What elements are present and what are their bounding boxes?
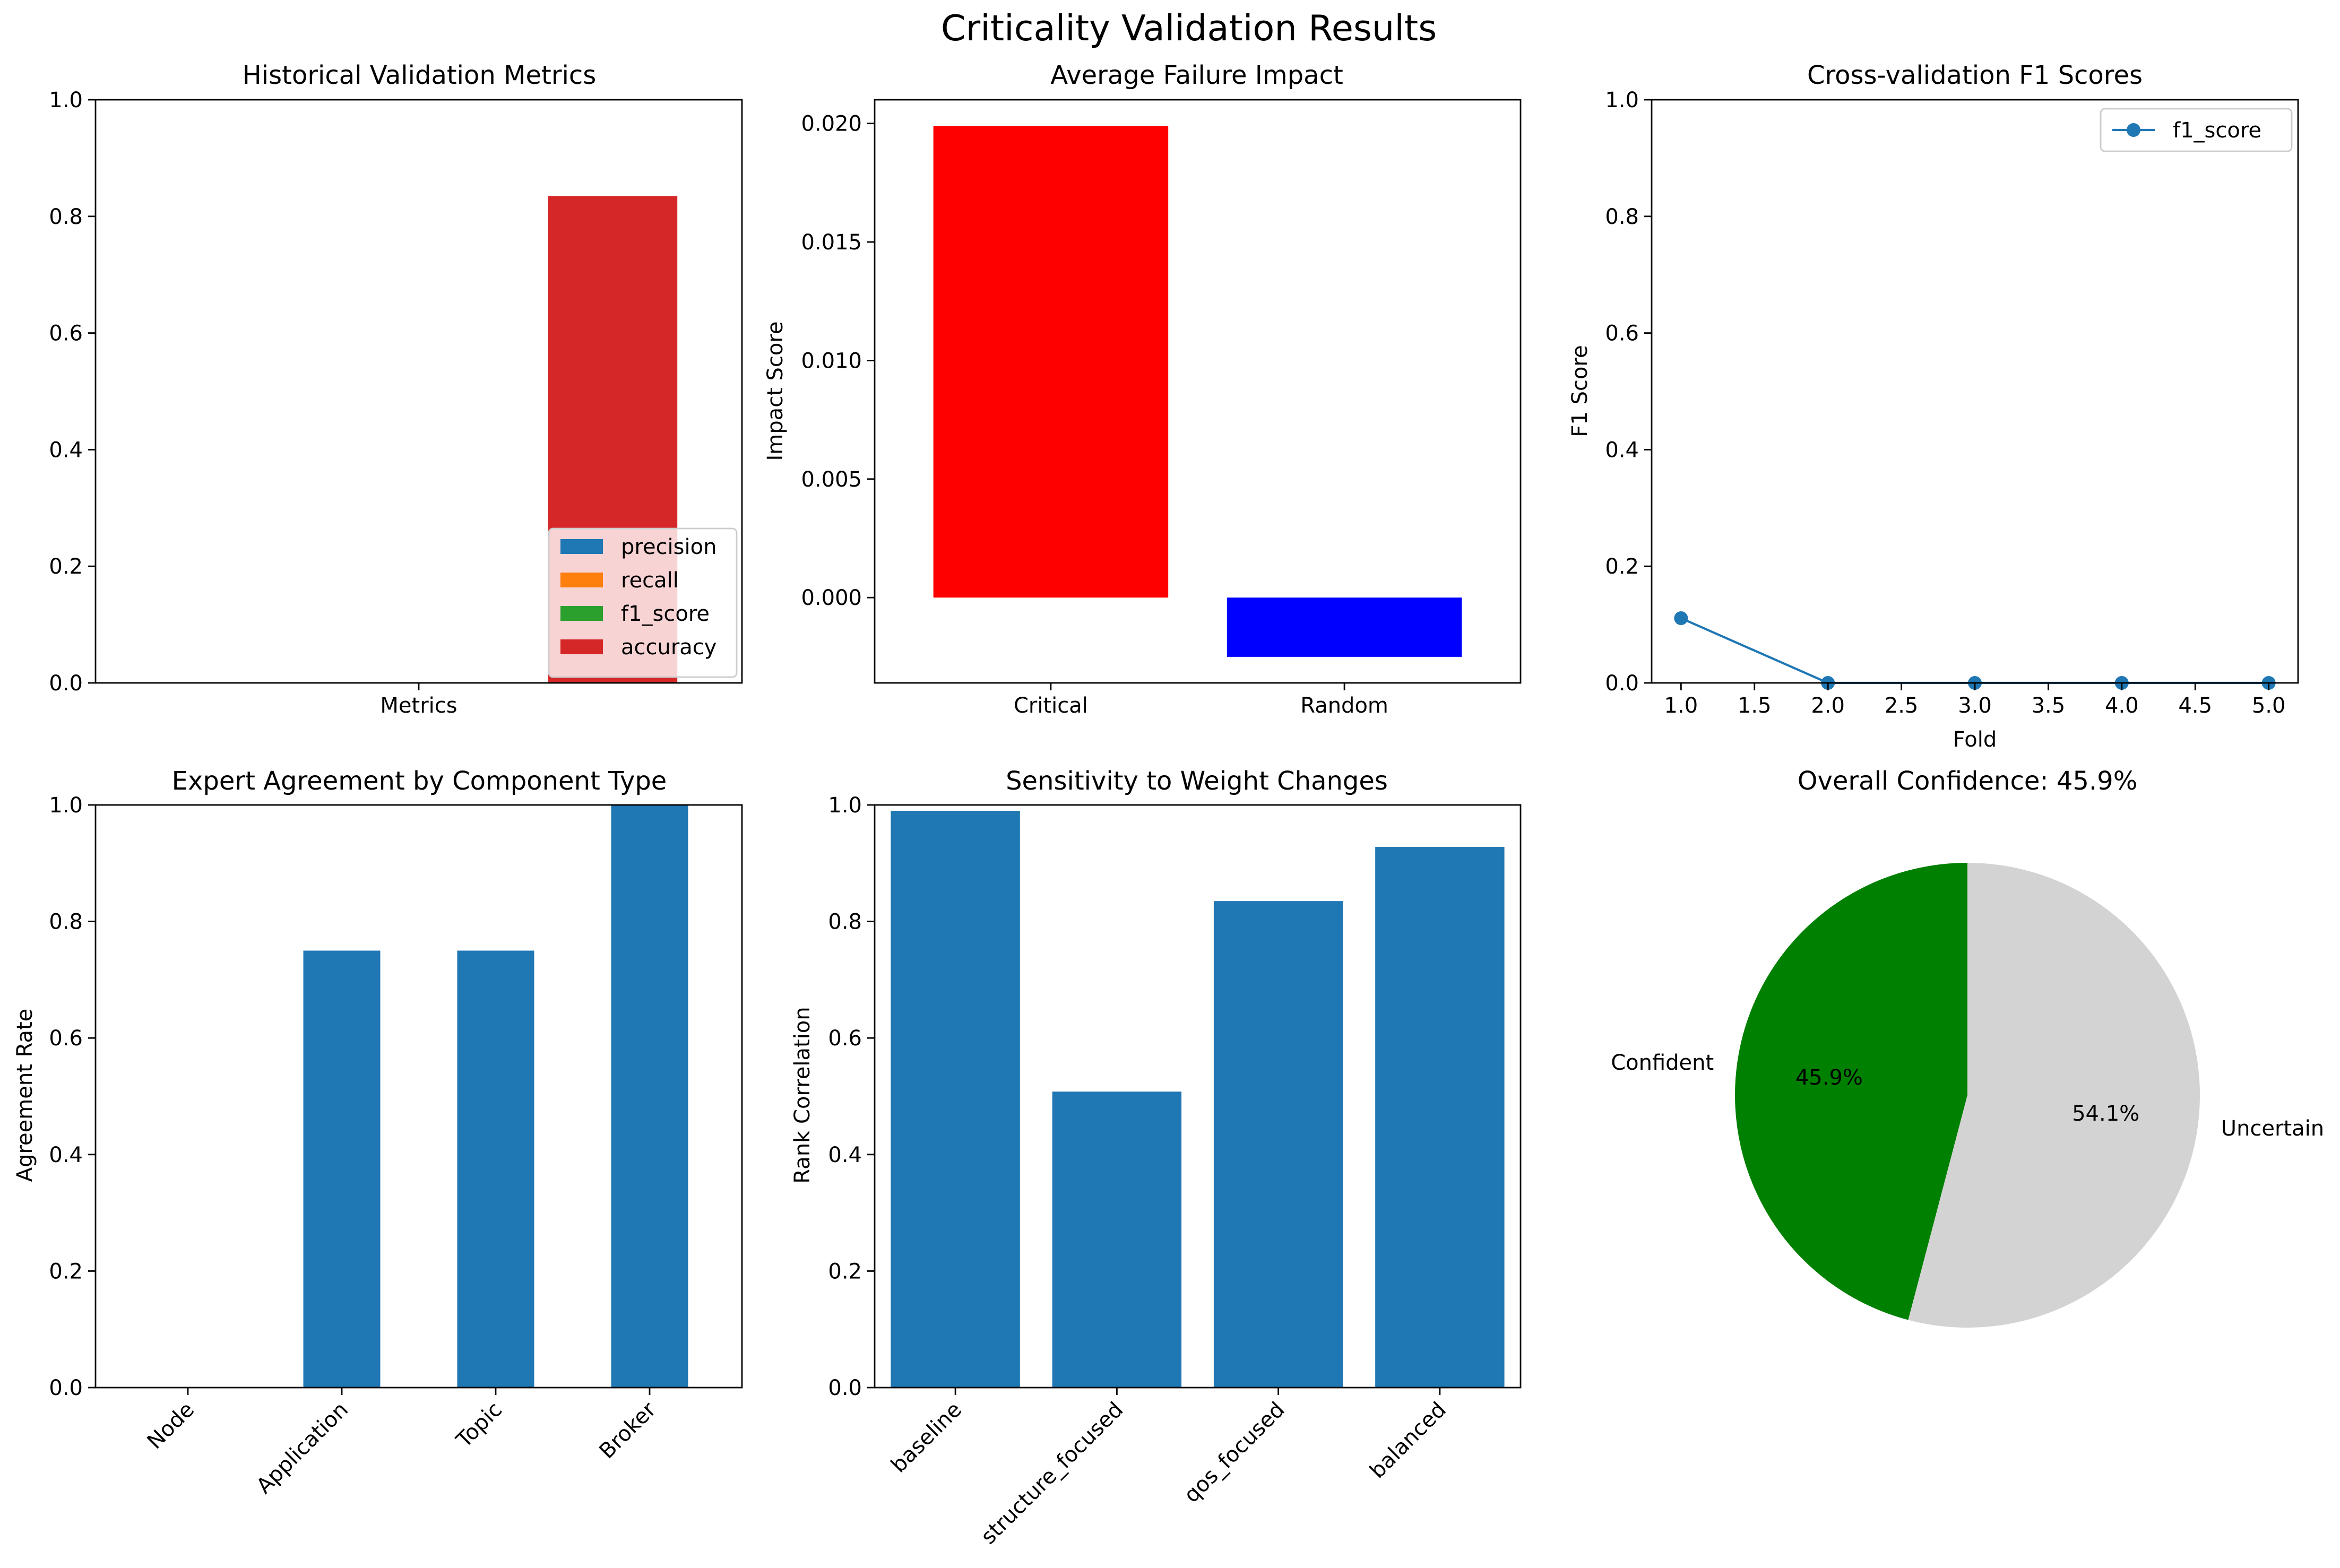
bar-random (1227, 597, 1462, 657)
x-tick-label: 1.0 (1664, 694, 1698, 718)
y-tick-label: 0.4 (828, 1143, 862, 1167)
y-tick-label: 1.0 (49, 88, 83, 112)
pie-slice-uncertain (1908, 863, 2200, 1328)
legend-label: precision (621, 535, 716, 559)
chart-title: Average Failure Impact (1050, 60, 1343, 90)
y-tick-label: 0.2 (49, 555, 83, 579)
y-tick-label: 0.2 (49, 1259, 83, 1284)
legend: f1_score (2100, 108, 2293, 152)
y-tick-label: 0.0 (49, 1376, 83, 1400)
overall-confidence-pie-chart: Overall Confidence: 45.9% Confident 45.9%… (1611, 766, 2324, 1328)
y-tick-label: 1.0 (828, 793, 862, 818)
legend-label: f1_score (621, 602, 710, 626)
historical-validation-metrics-chart: Historical Validation Metrics 0.0 0.2 0.4 0… (49, 60, 743, 718)
bar-baseline (891, 810, 1020, 1388)
chart-title: Cross-validation F1 Scores (1807, 60, 2143, 90)
legend-label: accuracy (621, 635, 716, 660)
y-tick-label: 0.4 (1605, 438, 1639, 462)
y-tick-label: 0.015 (801, 230, 862, 255)
x-tick-label: 5.0 (2252, 694, 2286, 718)
pie-label: Uncertain (2221, 1116, 2324, 1141)
x-tick-label: Critical (1014, 694, 1088, 718)
pie-label: Confident (1611, 1051, 1714, 1075)
y-tick-label: 0.0 (1605, 671, 1639, 696)
data-point (1674, 611, 1688, 626)
legend-marker (2127, 123, 2140, 137)
y-axis-label: Agreement Rate (13, 1009, 37, 1182)
y-tick-label: 0.6 (1605, 322, 1639, 346)
bar-balanced (1375, 847, 1505, 1388)
plot-frame (94, 99, 743, 684)
y-tick-label: 0.6 (49, 322, 83, 346)
y-tick-label: 1.0 (49, 793, 83, 818)
y-tick-label: 0.0 (49, 671, 83, 696)
y-tick-label: 0.4 (49, 438, 83, 462)
chart-title: Historical Validation Metrics (243, 60, 597, 90)
y-tick-label: 1.0 (1605, 88, 1639, 112)
x-axis-label: Fold (1953, 727, 1997, 752)
y-tick-label: 0.010 (801, 349, 862, 373)
y-axis-label: Rank Correlation (790, 1007, 815, 1183)
chart-title: Overall Confidence: 45.9% (1798, 766, 2138, 796)
y-tick-label: 0.000 (801, 586, 862, 610)
legend-swatch-accuracy (560, 639, 603, 654)
pie-percent-label: 45.9% (1795, 1065, 1863, 1090)
legend-box (2100, 108, 2293, 152)
x-tick-label: 4.0 (2105, 694, 2139, 718)
x-tick-label: Metrics (380, 694, 457, 718)
y-tick-label: 0.2 (828, 1259, 862, 1284)
x-tick-label: 4.5 (2178, 694, 2212, 718)
y-tick-label: 0.6 (828, 1026, 862, 1051)
chart-title: Expert Agreement by Component Type (172, 766, 667, 796)
x-tick-label: Random (1300, 694, 1388, 718)
legend-swatch-precision (560, 539, 603, 554)
legend-swatch-f1_score (560, 606, 603, 621)
y-tick-label: 0.8 (828, 910, 862, 934)
legend: precision recall f1_score accuracy (548, 527, 738, 678)
y-axis-label: F1 Score (1568, 345, 1592, 437)
y-tick-label: 0.6 (49, 1026, 83, 1051)
bar-structure_focused (1052, 1091, 1182, 1388)
cross-validation-f1-chart: Cross-validation F1 Scores F1 Score Fold… (1568, 60, 2299, 752)
plot-frame (874, 804, 1522, 1389)
x-tick-label: 3.5 (2032, 694, 2066, 718)
pie-slice-confident (1735, 863, 1967, 1320)
plot-frame (94, 804, 743, 1389)
y-tick-label: 0.0 (828, 1376, 862, 1400)
plot-frame (874, 99, 1522, 684)
y-tick-label: 0.8 (1605, 205, 1639, 229)
figure-title: Criticality Validation Results (941, 7, 1437, 49)
y-tick-label: 0.8 (49, 910, 83, 934)
plot-frame (1651, 99, 2299, 684)
x-tick-label: 1.5 (1738, 694, 1772, 718)
bar-application (303, 950, 381, 1388)
bar-critical (933, 126, 1169, 598)
x-tick-label: 3.0 (1958, 694, 1992, 718)
y-tick-label: 0.020 (801, 112, 862, 136)
legend-label: f1_score (2173, 118, 2261, 143)
y-tick-label: 0.4 (49, 1143, 83, 1167)
y-tick-label: 0.005 (801, 467, 862, 492)
bar-qos_focused (1213, 901, 1343, 1388)
x-tick-label: 2.0 (1811, 694, 1845, 718)
bar-topic (457, 950, 534, 1388)
pie-percent-label: 54.1% (2072, 1102, 2139, 1126)
legend-swatch-recall (560, 573, 603, 587)
y-tick-label: 0.2 (1605, 555, 1639, 579)
bar-broker (611, 805, 688, 1388)
x-tick-label: 2.5 (1885, 694, 1919, 718)
average-failure-impact-chart: Average Failure Impact Impact Score 0.00… (763, 60, 1522, 718)
legend-label: recall (621, 568, 679, 593)
chart-title: Sensitivity to Weight Changes (1006, 766, 1388, 796)
y-tick-label: 0.8 (49, 205, 83, 229)
y-axis-label: Impact Score (763, 321, 788, 461)
